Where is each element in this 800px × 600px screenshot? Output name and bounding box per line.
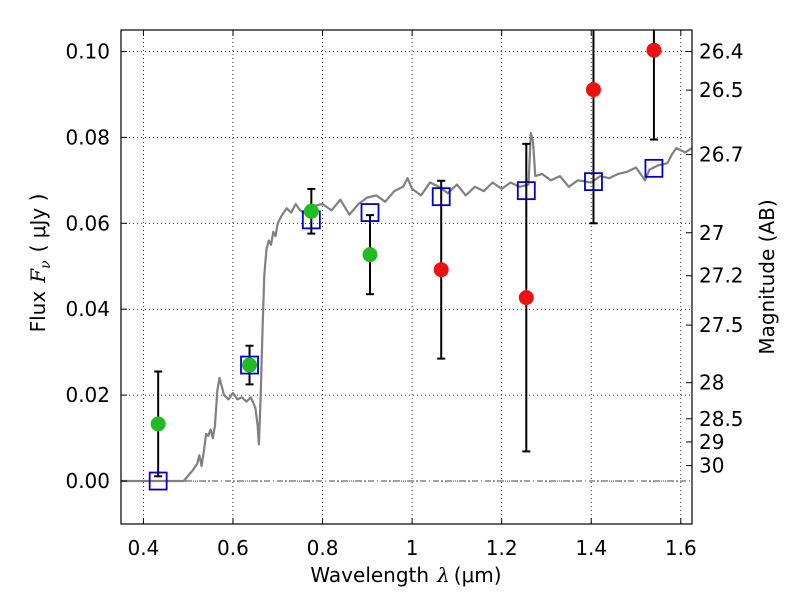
model-photometry-square [431,187,451,207]
model-photometry-square [516,181,536,201]
y-axis-title: Flux Fν ( μJy ) [26,194,54,333]
observed-point-red [518,290,534,306]
y2-tick-label: 27 [699,221,724,245]
y-tick-label: 0.08 [65,125,110,149]
x-tick-label: 1.4 [575,536,607,560]
observed-point-red [646,42,662,58]
observed-point-green [303,203,319,219]
y2-axis-title: Magnitude (AB) [755,199,779,354]
grid-lines [121,30,692,524]
x-tick-labels: 0.4 0.6 0.8 1 1.2 1.4 1.6 [127,536,696,560]
observed-point-green [242,357,258,373]
y-tick-label: 0.06 [65,211,110,235]
x-tick-label: 1.6 [665,536,697,560]
y-axis-unit: ( μJy ) [26,194,50,253]
y2-tick-label: 27.2 [699,264,744,288]
observed-point-red [585,82,601,98]
model-photometry-square [360,203,380,222]
y-tick-labels: 0.00 0.02 0.04 0.06 0.08 0.10 [65,39,110,493]
x-tick-label: 0.6 [217,536,249,560]
y2-tick-label: 28.5 [699,407,744,431]
model-spectrum [121,132,693,483]
x-tick-label: 1.2 [486,536,518,560]
y-tick-label: 0.00 [65,469,110,493]
model-photometry-square [148,471,168,491]
y2-tick-label: 28 [699,371,724,395]
model-photometry-square [644,158,664,178]
y-tick-label: 0.10 [65,39,110,63]
x-tick-label: 1 [406,536,419,560]
y2-tick-label: 26.5 [699,78,744,102]
observed-flux-markers [150,42,662,432]
y-tick-label: 0.02 [65,383,110,407]
model-photometry-square [584,172,603,192]
y2-tick-label: 30 [699,454,724,478]
model-photometry-markers [148,158,664,491]
observed-point-green [362,247,378,263]
plot-frame [120,29,693,525]
model-photometry-square [240,355,259,375]
x-axis-title: Wavelength λ (μm) [310,563,501,587]
x-tick-label: 0.8 [307,536,339,560]
x-tick-label: 0.4 [127,536,159,560]
y2-tick-label: 26.4 [699,39,744,63]
x-axis-unit: (μm) [454,563,502,587]
observed-point-red [433,262,449,278]
y-tick-label: 0.04 [65,297,110,321]
error-bars [154,30,658,478]
spectrum-line [121,132,693,483]
y2-tick-label: 26.7 [699,143,744,167]
axis-ticks [121,30,692,524]
y-axis-symbol: F [26,268,50,284]
x-axis-title-text: Wavelength [310,563,429,587]
y-axis-subscript: ν [38,260,54,269]
observed-point-green [150,416,166,432]
x-axis-symbol: λ [436,563,450,587]
y2-tick-label: 27.5 [699,313,744,337]
y2-tick-label: 29 [699,430,724,454]
y-axis-title-text: Flux [26,291,50,333]
